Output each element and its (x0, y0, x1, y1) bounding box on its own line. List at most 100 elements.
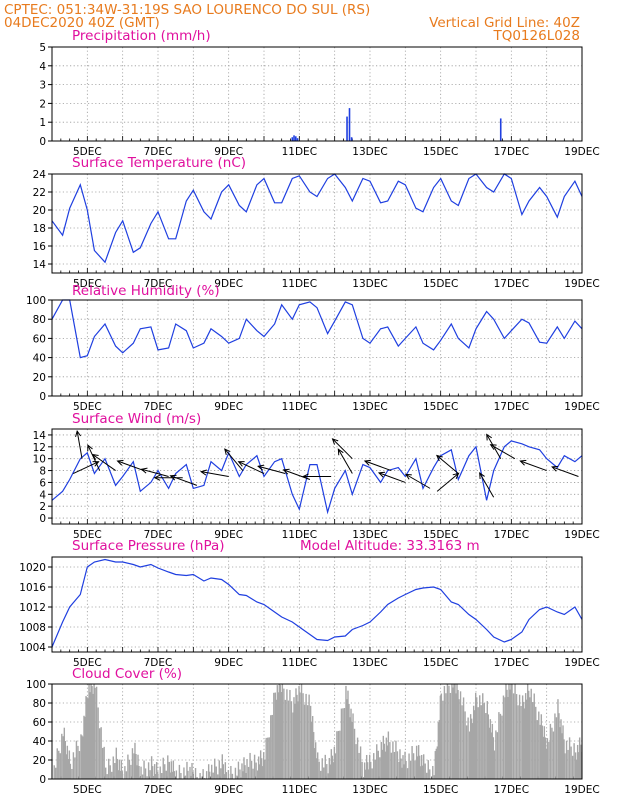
cloud-bar (300, 684, 303, 779)
cloud-bar (127, 754, 129, 779)
cloud-bar (382, 735, 385, 779)
cloud-bar (542, 736, 545, 779)
wind-arrow (479, 472, 495, 498)
cloud-bar (298, 686, 300, 779)
cloud-bar (461, 705, 463, 779)
cloud-bar (508, 684, 510, 779)
x-tick-label: 15DEC (423, 657, 458, 669)
y-tick-label: 2 (39, 98, 46, 110)
cloud-bar (173, 771, 176, 779)
cloud-bar (292, 712, 294, 779)
cloud-bar (384, 751, 387, 779)
x-tick-label: 11DEC (282, 529, 317, 541)
cloud-bar (345, 685, 347, 779)
cloud-bar (180, 773, 182, 779)
panel-title: Surface Pressure (hPa) (72, 538, 225, 554)
wind-arrow-head (75, 429, 82, 438)
x-tick-label: 15DEC (423, 529, 458, 541)
cloud-bar (116, 758, 119, 779)
y-tick-label: 12 (33, 442, 46, 454)
cloud-bar (507, 697, 509, 779)
precip-bar (499, 118, 502, 141)
cloud-bar (415, 745, 418, 779)
cloud-bar (154, 773, 157, 779)
cloud-bar (124, 766, 126, 779)
y-tick-label: 1012 (19, 602, 46, 614)
cloud-bar (112, 756, 114, 779)
cloud-bar (243, 757, 245, 779)
wind-arrow-head (551, 465, 559, 472)
cloud-bar (381, 749, 384, 779)
cloud-bar (310, 721, 313, 779)
cloud-bar (239, 769, 241, 779)
cloud-bar (521, 695, 524, 779)
cloud-bar (347, 690, 349, 779)
wind-arrow (72, 461, 99, 474)
cloud-bar (100, 727, 102, 779)
cloud-bar (162, 757, 164, 779)
cloud-bar (75, 740, 78, 779)
cloud-bar (265, 737, 267, 779)
cloud-bar (455, 693, 457, 779)
cloud-bar (532, 702, 534, 779)
cloud-bar (103, 746, 105, 779)
cloud-bar (453, 684, 455, 779)
cloud-bar (329, 764, 332, 779)
cloud-bar (419, 766, 422, 779)
panel-1: Precipitation (mm/h) 0 1 2 3 4 5 5DEC 7DEC 9DEC 11… (39, 28, 599, 158)
x-tick-label: 15DEC (423, 278, 458, 290)
cloud-bar (224, 762, 227, 779)
cloud-bar (389, 742, 391, 779)
cloud-bar (214, 758, 216, 779)
cloud-bar (192, 771, 194, 779)
cloud-bar (136, 765, 138, 779)
cloud-bar (498, 712, 500, 779)
cloud-bar (250, 760, 253, 779)
cloud-bar (496, 732, 499, 779)
cloud-bar (401, 767, 403, 779)
cloud-bar (443, 686, 446, 779)
wind-arrow-head (519, 459, 527, 466)
cloud-bar (85, 696, 87, 779)
cloud-bar (326, 764, 328, 779)
cloud-bar (164, 764, 166, 779)
cloud-bar (567, 749, 569, 779)
x-tick-label: 7DEC (144, 146, 173, 158)
cloud-bar (337, 730, 340, 779)
cloud-bar (169, 772, 172, 779)
cloud-bar (520, 705, 522, 779)
precip-bar (348, 108, 351, 141)
cloud-bar (471, 723, 474, 779)
cloud-bar (554, 713, 556, 779)
panel-frame (51, 428, 583, 525)
panel-subtitle: Model Altitude: 33.3163 m (300, 538, 480, 554)
cloud-bar (98, 728, 101, 779)
cloud-bar (417, 745, 420, 779)
cloud-bar (137, 754, 139, 779)
cloud-bar (64, 741, 67, 779)
cloud-bar (147, 762, 150, 779)
wind-arrow (92, 454, 116, 471)
x-tick-label: 5DEC (73, 146, 102, 158)
cloud-bar (262, 752, 265, 779)
cloud-bar (297, 701, 299, 779)
y-tick-label: 5 (39, 42, 46, 54)
wind-arrow-head (199, 469, 208, 476)
cloud-bar (403, 764, 405, 779)
cloud-bar (153, 764, 156, 779)
series-line (51, 558, 583, 648)
cloud-bar (395, 740, 397, 779)
cloud-bar (545, 748, 548, 779)
cloud-bar (223, 774, 226, 779)
cloud-bar (485, 713, 487, 779)
y-tick-label: 60 (33, 717, 46, 729)
wind-arrow (520, 460, 547, 472)
cloud-bar (429, 769, 431, 779)
wind-arrow (170, 475, 198, 486)
panel-title: Precipitation (mm/h) (72, 28, 211, 44)
cloud-bar (373, 753, 375, 779)
cloud-bar (320, 770, 322, 779)
x-tick-label: 9DEC (214, 146, 243, 158)
cloud-bar (370, 761, 372, 779)
